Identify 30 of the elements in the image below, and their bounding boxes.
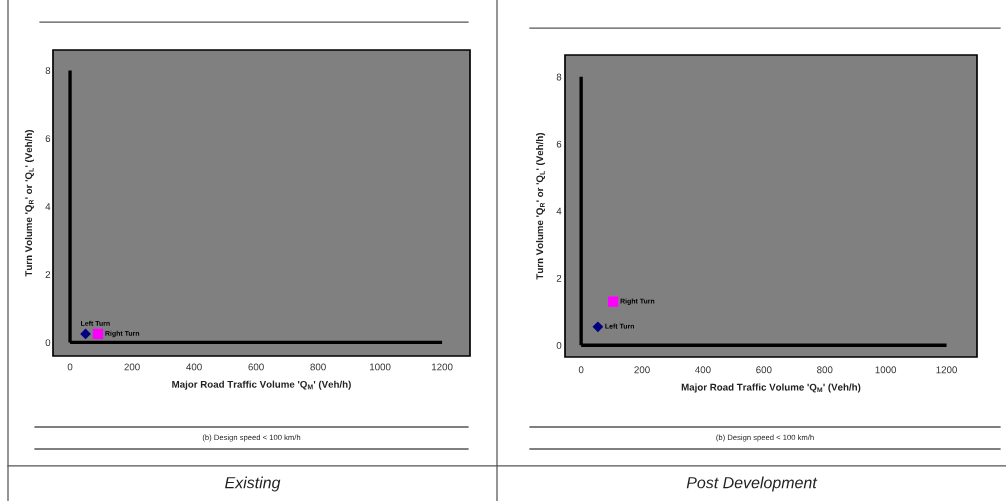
y-tick-label: 4 [556, 207, 562, 215]
y-axis-title: Turn Volume 'Q$_{R}$' or 'Q$_{L}$' (Veh/h) [536, 133, 546, 280]
y-tick-label: 0 [556, 341, 562, 349]
y-tick-label: 2 [556, 274, 562, 282]
text: Existing [225, 476, 281, 492]
x-tick-label: 0 [578, 366, 584, 374]
y-tick-label: 0 [45, 339, 51, 347]
x-tick-label: 0 [67, 363, 73, 371]
x-tick-label: 800 [817, 366, 833, 374]
x-tick-label: 400 [695, 366, 711, 374]
text: Post Development [686, 476, 818, 492]
y-tick-label: 6 [556, 140, 562, 148]
x-tick-label: 1200 [936, 366, 957, 374]
x-tick-label: 1200 [432, 363, 453, 371]
x-tick-label: 1000 [370, 363, 391, 371]
y-tick-label: 8 [45, 67, 51, 75]
x-axis-title: Major Road Traffic Volume 'Q$_{M}$' (Veh/h) [172, 380, 351, 390]
x-tick-label: 200 [634, 366, 650, 374]
y-axis-title: Turn Volume 'Q$_{R}$' or 'Q$_{L}$' (Veh/h) [24, 130, 35, 277]
x-tick-label: 200 [124, 363, 140, 371]
y-tick-label: 4 [45, 203, 51, 210]
x-tick-label: 600 [248, 363, 264, 371]
y-tick-label: 8 [556, 73, 562, 81]
y-tick-label: 6 [45, 135, 51, 143]
x-tick-label: 400 [186, 363, 202, 371]
x-tick-label: 1000 [875, 366, 897, 374]
x-tick-label: 600 [756, 366, 772, 374]
x-tick-label: 800 [310, 363, 326, 371]
x-axis-title: Major Road Traffic Volume 'Q$_{M}$' (Veh/h) [681, 383, 861, 393]
y-tick-label: 2 [45, 271, 51, 278]
